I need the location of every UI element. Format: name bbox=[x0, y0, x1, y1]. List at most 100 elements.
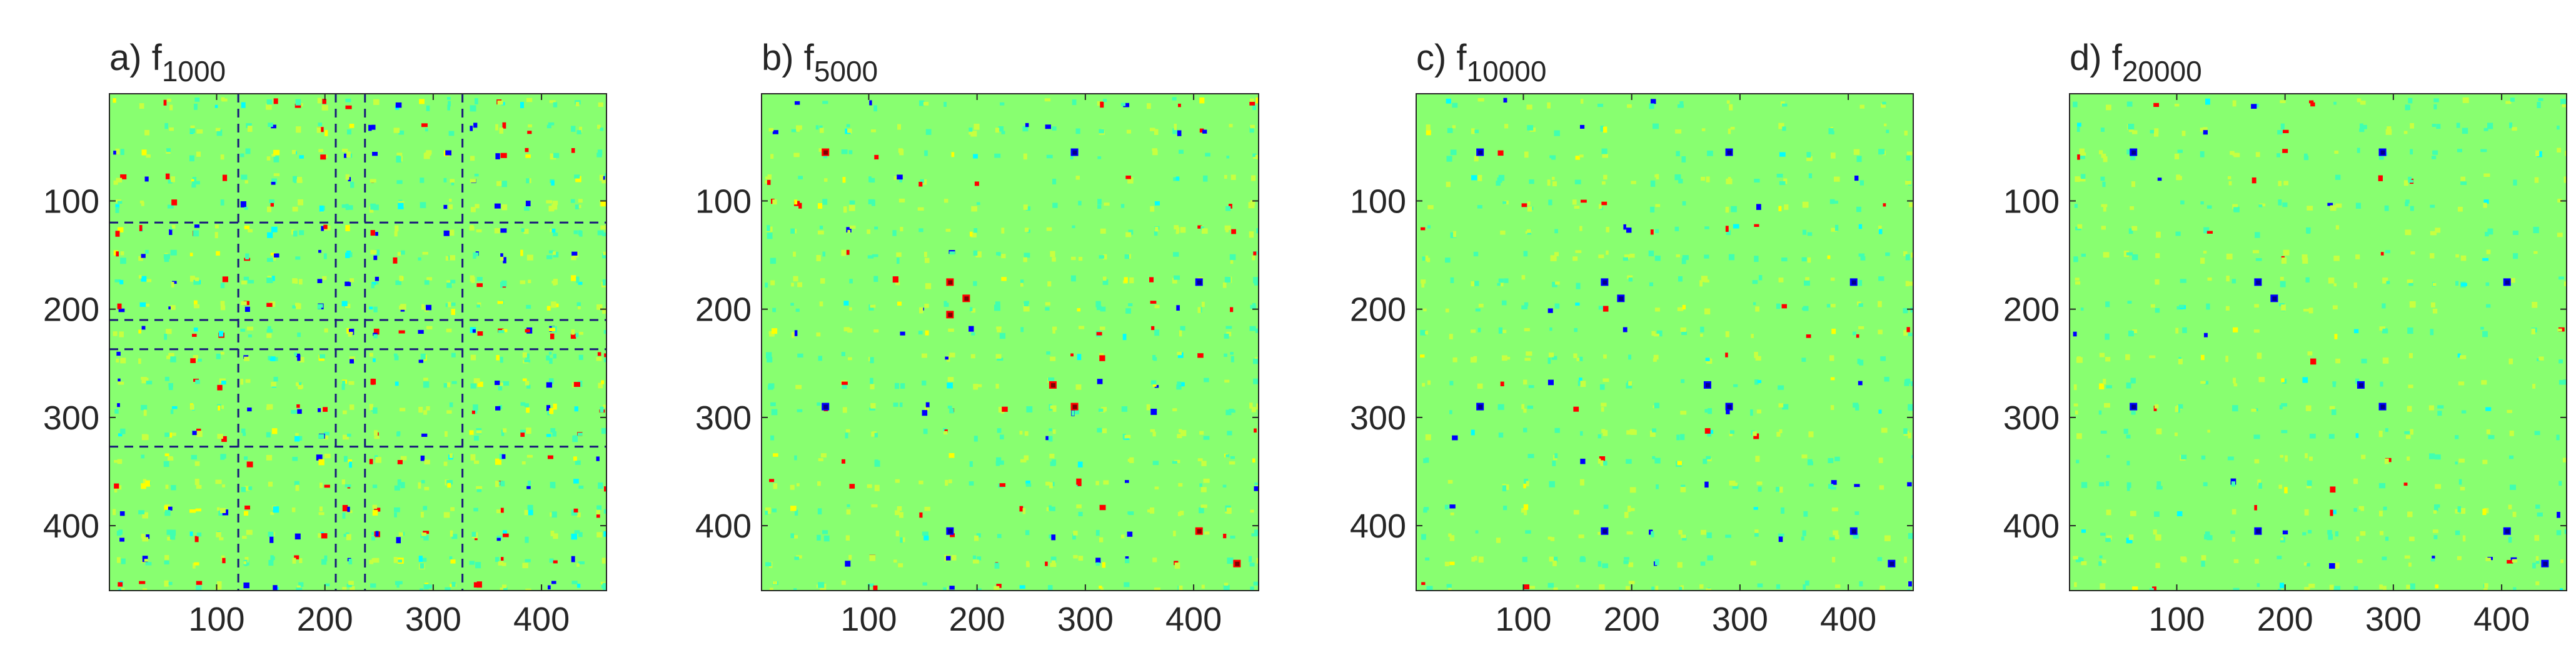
heatmap-cell bbox=[1628, 278, 1633, 282]
heatmap-cell bbox=[2535, 504, 2540, 509]
heatmap-cell bbox=[897, 301, 902, 306]
heatmap-cell bbox=[1831, 480, 1837, 485]
heatmap-cell bbox=[1498, 432, 1504, 438]
heatmap-cell bbox=[1599, 384, 1605, 390]
heatmap-cell bbox=[495, 481, 499, 488]
heatmap-cell bbox=[1127, 459, 1134, 462]
heatmap-cell bbox=[445, 431, 448, 437]
heatmap-cell bbox=[2281, 257, 2287, 264]
heatmap-cell bbox=[1606, 250, 1609, 255]
heatmap-cell bbox=[451, 534, 458, 539]
heatmap-cell bbox=[867, 255, 874, 259]
heatmap-cell bbox=[1052, 328, 1055, 334]
heatmap-cell bbox=[2099, 352, 2105, 358]
heatmap-cell bbox=[164, 505, 168, 512]
heatmap-cell bbox=[553, 560, 558, 564]
heatmap-cell bbox=[925, 129, 932, 135]
heatmap-cell bbox=[2155, 279, 2160, 285]
heatmap-cell bbox=[1576, 584, 1579, 588]
heatmap-cell bbox=[474, 460, 480, 464]
heatmap-cell bbox=[448, 302, 451, 308]
heatmap-cell bbox=[266, 206, 271, 212]
heatmap-cell bbox=[2181, 131, 2186, 136]
heatmap-cell bbox=[144, 176, 149, 182]
heatmap-cell bbox=[796, 483, 800, 487]
heatmap-cell bbox=[1575, 156, 1580, 160]
heatmap-cell bbox=[1256, 403, 1259, 410]
heatmap-cell bbox=[1878, 149, 1885, 155]
heatmap-cell bbox=[1226, 156, 1230, 159]
heatmap-cell bbox=[503, 381, 510, 386]
heatmap-cell bbox=[343, 434, 349, 440]
heatmap-cell bbox=[2254, 459, 2260, 464]
heatmap-cell bbox=[1579, 226, 1582, 231]
heatmap-cell bbox=[1026, 562, 1030, 568]
heatmap-cell bbox=[121, 588, 125, 591]
axes-frame bbox=[1416, 93, 1914, 591]
heatmap-cell bbox=[143, 409, 147, 416]
heatmap-cell bbox=[2126, 461, 2130, 466]
heatmap-cell bbox=[1448, 533, 1452, 537]
heatmap-cell bbox=[2430, 253, 2435, 259]
heatmap-cell bbox=[2232, 405, 2238, 412]
heatmap-cell bbox=[549, 558, 554, 563]
heatmap-cell bbox=[948, 453, 955, 458]
heatmap-cell bbox=[1423, 308, 1427, 312]
y-tick-label: 400 bbox=[695, 508, 752, 545]
heatmap-cell bbox=[1425, 434, 1431, 441]
heatmap-cell bbox=[2207, 429, 2210, 433]
heatmap-cell bbox=[1573, 510, 1579, 515]
heatmap-cell bbox=[420, 563, 425, 569]
heatmap-cell bbox=[1172, 278, 1177, 284]
heatmap-cell bbox=[1154, 588, 1160, 591]
heatmap-cell bbox=[1024, 228, 1029, 232]
heatmap-hotspot-core bbox=[1727, 404, 1732, 409]
heatmap-cell bbox=[194, 98, 200, 102]
heatmap-cell bbox=[1754, 224, 1759, 228]
heatmap-cell bbox=[120, 174, 127, 179]
heatmap-cell bbox=[2512, 511, 2517, 518]
heatmap-cell bbox=[1827, 255, 1831, 259]
heatmap-cell bbox=[2408, 179, 2413, 183]
heatmap-cell bbox=[2126, 434, 2131, 439]
heatmap-cell bbox=[2230, 151, 2235, 155]
heatmap-cell bbox=[1803, 306, 1809, 311]
heatmap-cell bbox=[2328, 434, 2335, 439]
heatmap-cell bbox=[375, 281, 379, 284]
heatmap-cell bbox=[1878, 329, 1883, 334]
heatmap-cell bbox=[1754, 529, 1759, 535]
heatmap-cell bbox=[2462, 97, 2469, 103]
heatmap-cell bbox=[874, 484, 880, 491]
heatmap-cell bbox=[943, 301, 947, 307]
heatmap-cell bbox=[1858, 381, 1863, 386]
heatmap-cell bbox=[790, 506, 797, 511]
heatmap-cell bbox=[1834, 456, 1840, 461]
heatmap-cell bbox=[423, 378, 428, 381]
heatmap-cell bbox=[527, 131, 532, 134]
heatmap-cell bbox=[1180, 430, 1187, 436]
heatmap-cell bbox=[2076, 126, 2080, 132]
heatmap-cell bbox=[525, 381, 530, 386]
heatmap-cell bbox=[470, 383, 476, 389]
heatmap-cell bbox=[318, 149, 323, 152]
heatmap-cell bbox=[2353, 282, 2357, 288]
heatmap-cell bbox=[794, 455, 797, 461]
heatmap-cell bbox=[470, 454, 476, 461]
heatmap-cell bbox=[895, 281, 900, 286]
heatmap-cell bbox=[2557, 232, 2563, 238]
heatmap-cell bbox=[1044, 98, 1051, 102]
heatmap-cell bbox=[847, 504, 850, 508]
heatmap-cell bbox=[2403, 131, 2408, 134]
heatmap-cell bbox=[243, 456, 248, 460]
heatmap-cell bbox=[2534, 535, 2540, 541]
heatmap-cell bbox=[2076, 433, 2082, 439]
heatmap-cell bbox=[1022, 508, 1026, 514]
heatmap-cell bbox=[2178, 176, 2182, 181]
heatmap-cell bbox=[2432, 282, 2437, 286]
heatmap-cell bbox=[1523, 483, 1526, 489]
heatmap-cell bbox=[2307, 480, 2312, 486]
heatmap-cell bbox=[1676, 254, 1680, 258]
heatmap-cell bbox=[196, 485, 202, 489]
heatmap-cell bbox=[1834, 584, 1841, 588]
